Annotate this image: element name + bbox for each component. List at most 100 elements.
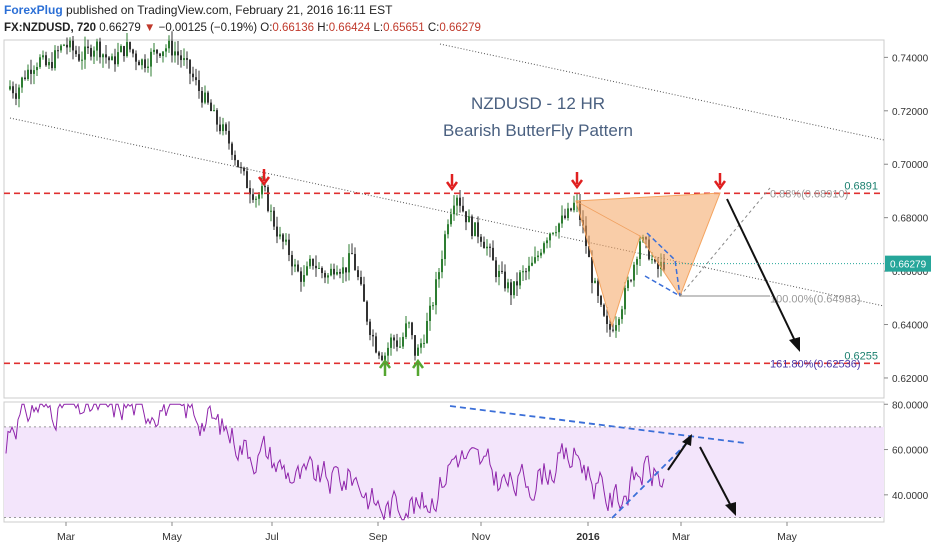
candle	[180, 50, 182, 68]
last-price: 0.66279	[99, 22, 141, 34]
candle-body	[132, 49, 134, 54]
candle	[525, 268, 527, 281]
candle-body	[156, 49, 158, 54]
candle-body	[195, 77, 197, 81]
arrow-head	[713, 180, 727, 191]
candle	[636, 256, 638, 275]
candle	[360, 270, 362, 286]
candle	[192, 66, 194, 82]
candle	[492, 240, 494, 261]
candle-body	[477, 222, 479, 237]
candle-body	[15, 93, 17, 99]
candle-body	[111, 56, 113, 61]
chart-subtitle: Bearish ButterFly Pattern	[443, 121, 633, 140]
x-axis-label: Nov	[472, 531, 491, 543]
candle-body	[306, 266, 308, 276]
candle	[432, 301, 434, 310]
brand-link[interactable]: ForexPlug	[4, 3, 63, 17]
candle	[357, 266, 359, 281]
candle-body	[309, 258, 311, 267]
candle	[69, 37, 71, 53]
candle-body	[441, 259, 443, 273]
candle-body	[549, 233, 551, 241]
candle	[60, 44, 62, 53]
candle	[483, 236, 485, 249]
candle-body	[276, 226, 278, 237]
rsi-down-arrow	[699, 446, 733, 509]
candle	[39, 54, 41, 69]
candle-body	[36, 67, 38, 71]
candle	[99, 37, 101, 64]
candle	[102, 53, 104, 68]
candle	[345, 267, 347, 282]
candle	[81, 51, 83, 70]
candle-body	[651, 259, 653, 261]
candle-body	[654, 259, 656, 262]
candle	[27, 64, 29, 81]
candle-body	[294, 264, 296, 267]
candle-body	[534, 257, 536, 263]
candle	[225, 122, 227, 135]
candle	[126, 33, 128, 58]
candle-body	[555, 232, 557, 234]
candle	[21, 76, 23, 93]
pattern-xa	[575, 200, 641, 237]
candle	[441, 250, 443, 279]
candle-body	[405, 323, 407, 337]
candle-body	[258, 194, 260, 199]
candle-body	[366, 301, 368, 322]
symbol-label[interactable]: FX:NZDUSD, 720	[4, 22, 97, 34]
candle	[72, 36, 74, 60]
candle-body	[501, 270, 503, 272]
candle	[426, 312, 428, 344]
candle	[501, 261, 503, 275]
candle-body	[474, 222, 476, 237]
candle	[420, 338, 422, 354]
candle-body	[411, 322, 413, 336]
x-axis-label: Mar	[672, 531, 691, 543]
candle	[78, 46, 80, 62]
candle	[270, 204, 272, 222]
candle	[381, 352, 383, 362]
candle	[522, 265, 524, 281]
candle-body	[486, 246, 488, 249]
candle	[117, 42, 119, 67]
candle-body	[207, 92, 209, 103]
candle	[36, 62, 38, 77]
rsi-down-arrowhead	[725, 502, 736, 516]
candle	[339, 268, 341, 279]
candle-body	[135, 53, 137, 62]
candle	[90, 44, 92, 61]
candle-body	[87, 46, 89, 49]
candle-body	[72, 40, 74, 51]
candle-body	[219, 124, 221, 132]
price-tick-label: 0.68000	[892, 214, 929, 225]
candle-body	[18, 87, 20, 99]
candle-body	[240, 166, 242, 168]
red-down-arrow-icon	[445, 174, 459, 192]
candle	[183, 48, 185, 66]
candle	[330, 263, 332, 277]
candle	[195, 68, 197, 86]
candle	[153, 43, 155, 55]
candle-body	[303, 275, 305, 282]
candle-body	[78, 54, 80, 61]
candle	[369, 318, 371, 341]
candle	[210, 99, 212, 112]
price-tick-label: 0.74000	[892, 53, 929, 64]
candle-body	[456, 197, 458, 206]
candle	[435, 271, 437, 315]
candle-body	[60, 45, 62, 51]
candle	[57, 45, 59, 59]
candle-body	[372, 334, 374, 337]
candle	[618, 316, 620, 332]
candle	[33, 65, 35, 85]
candle	[318, 262, 320, 269]
candle-body	[594, 280, 596, 283]
candle-body	[183, 58, 185, 61]
candle	[285, 233, 287, 246]
candle-body	[600, 295, 602, 305]
candle-body	[228, 130, 230, 144]
candle-body	[108, 57, 110, 61]
